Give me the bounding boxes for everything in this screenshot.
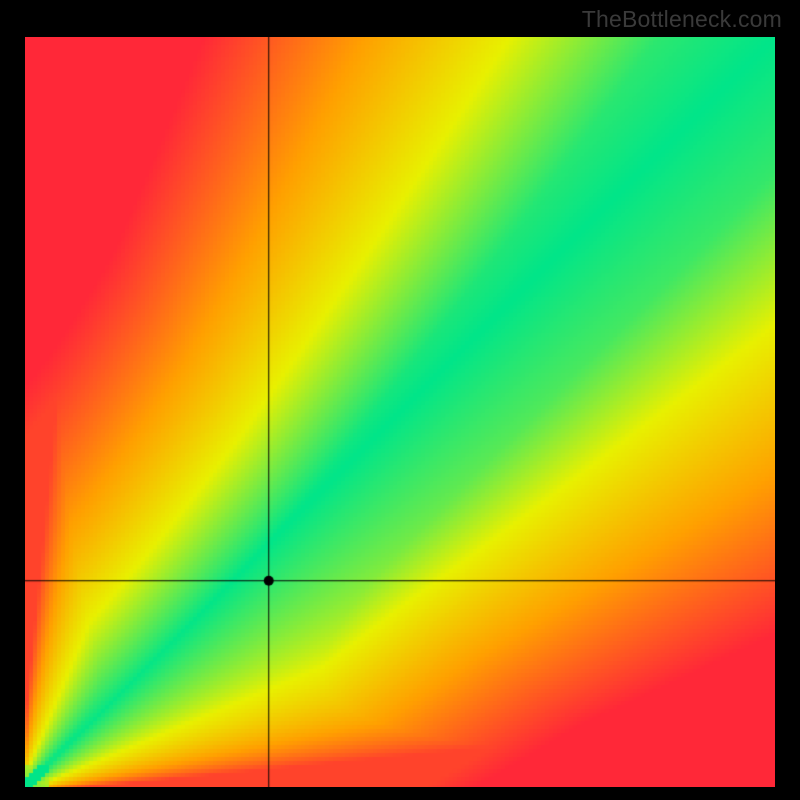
crosshair-overlay (25, 37, 775, 787)
plot-frame (25, 37, 775, 787)
watermark-text: TheBottleneck.com (582, 6, 782, 33)
chart-container: TheBottleneck.com (0, 0, 800, 800)
